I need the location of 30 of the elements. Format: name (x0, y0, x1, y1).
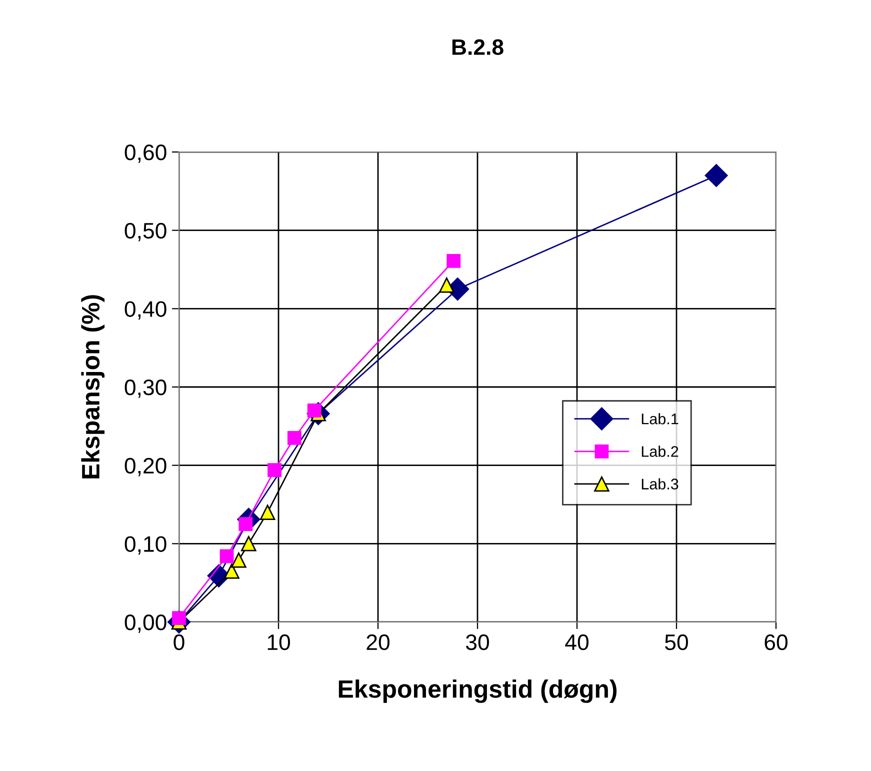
y-tick-label: 0,30 (124, 380, 166, 398)
legend-label: Lab.3 (642, 478, 678, 490)
point (241, 536, 256, 552)
x-tick-label: 10 (268, 634, 290, 650)
y-tick-label: 0,60 (124, 144, 166, 163)
point (704, 164, 728, 187)
y-tick-label: 0,50 (124, 222, 166, 242)
point (231, 552, 246, 568)
y-tick-label: 0,00 (124, 614, 166, 633)
x-tick-label: 60 (764, 634, 788, 650)
point (224, 563, 240, 579)
x-axis-title: Eksponeringstid (døgn) (338, 680, 617, 703)
point (287, 430, 302, 445)
x-tick-label: 50 (665, 634, 688, 650)
y-axis-title: Ekspansjon (%) (81, 295, 105, 478)
legend-label: Lab.1 (642, 413, 678, 424)
x-tick-label: 30 (466, 634, 489, 650)
x-tick-label: 20 (366, 634, 390, 650)
y-tick-label: 0,20 (124, 458, 166, 476)
point (260, 504, 276, 520)
y-tick-label: 0,40 (124, 301, 166, 320)
x-tick-label: 40 (565, 634, 588, 650)
x-tick-label: 0 (174, 634, 184, 650)
point (268, 463, 282, 477)
point (446, 254, 461, 268)
chart-title: B.2.8 (452, 39, 504, 55)
legend-label: Lab.2 (642, 446, 678, 457)
point (220, 549, 234, 564)
y-tick-label: 0,10 (124, 536, 166, 555)
point (439, 278, 454, 293)
